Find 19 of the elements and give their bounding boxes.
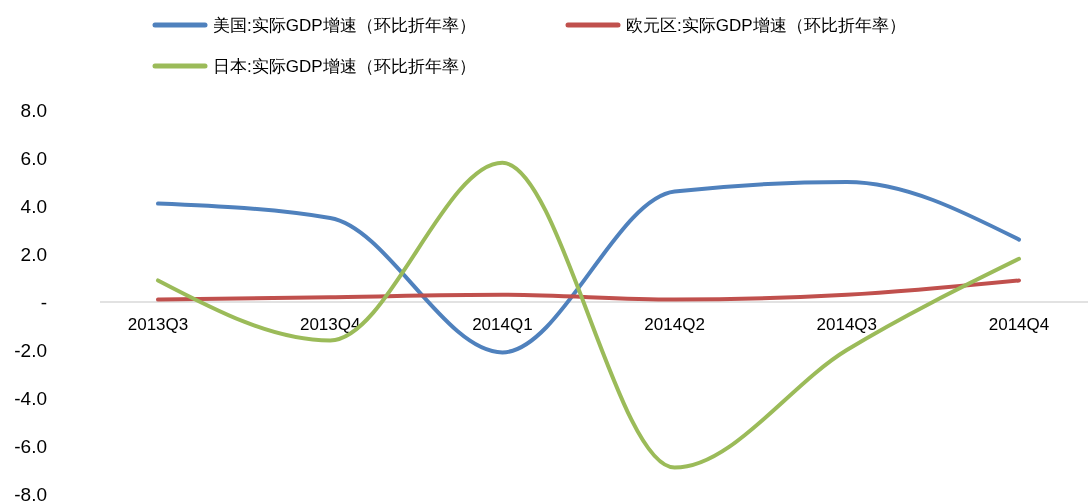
y-tick-label: -2.0: [14, 339, 47, 361]
y-tick-label: -8.0: [14, 483, 47, 502]
y-tick-label: -6.0: [14, 435, 47, 457]
y-tick-label: -4.0: [14, 387, 47, 409]
legend-label: 日本:实际GDP增速（环比折年率）: [213, 56, 476, 76]
y-tick-label: -: [40, 291, 47, 313]
x-tick-label: 2014Q1: [472, 315, 533, 334]
legend-label: 欧元区:实际GDP增速（环比折年率）: [626, 15, 906, 35]
x-tick-label: 2013Q3: [127, 315, 189, 334]
line-series: [156, 278, 1021, 302]
x-tick-label: 2014Q2: [644, 315, 705, 334]
y-tick-label: 8.0: [20, 99, 47, 121]
x-tick-label: 2013Q4: [299, 315, 361, 334]
y-tick-label: 6.0: [20, 147, 47, 169]
y-tick-label: 2.0: [20, 243, 47, 265]
x-tick-label: 2014Q4: [988, 315, 1050, 334]
legend-label: 美国:实际GDP增速（环比折年率）: [213, 15, 476, 35]
y-tick-label: 4.0: [20, 195, 47, 217]
x-tick-label: 2014Q3: [816, 315, 878, 334]
